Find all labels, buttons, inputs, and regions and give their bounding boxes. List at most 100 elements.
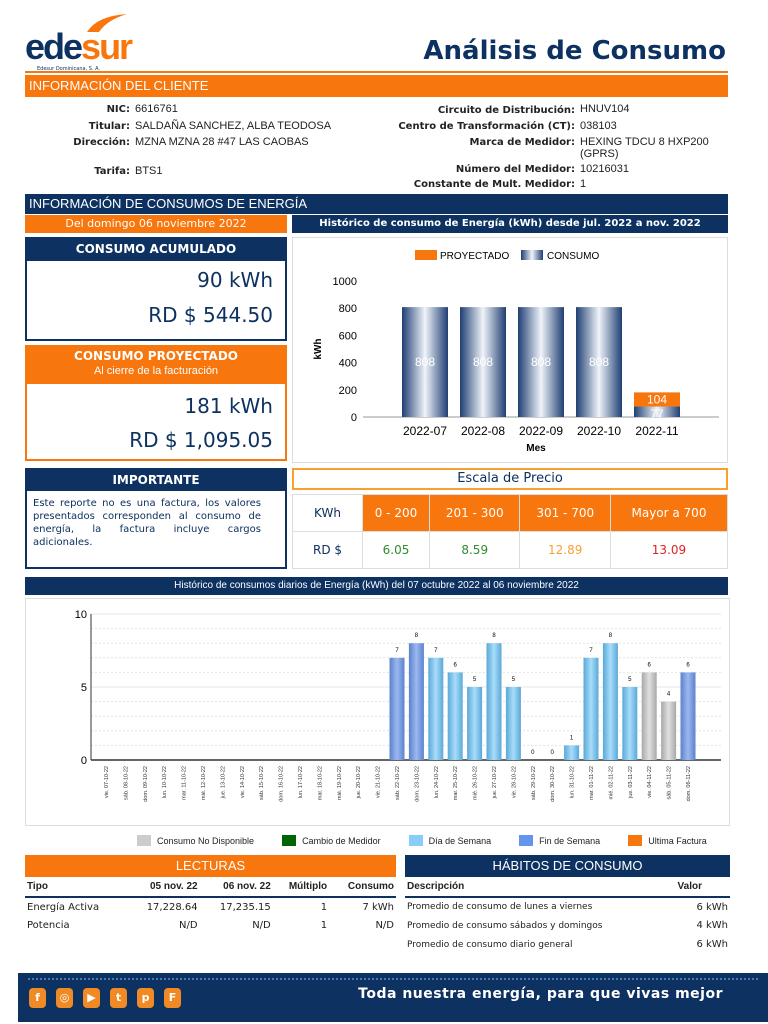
constante-label: Constante de Mult. Medidor: [413,179,575,190]
table-row: Promedio de consumo de lunes a viernes 6 … [407,901,728,913]
x-tick-label: mar. 18-10-22 [317,766,323,800]
bar-label-proyectado: 104 [647,392,667,406]
x-tick-label: mié. 19-10-22 [337,766,343,800]
x-tick-label: sáb. 22-10-22 [395,766,401,800]
y-tick-label: 400 [339,358,357,370]
price-scale-title: Escala de Precio [292,468,728,490]
x-tick-label: sáb. 15-10-22 [259,766,265,800]
x-tick-label: 2022-09 [519,424,563,438]
bar-jue. 27-10-22 [486,643,502,760]
numero-medidor-label: Número del Medidor: [455,164,575,175]
bar-value-label: 0 [531,750,535,756]
y-tick-label: 10 [75,609,87,621]
bar-value-label: 7 [434,648,438,654]
bar-value-label: 8 [492,633,496,639]
titular-label: Titular: [88,121,130,132]
habitos-table: Descripción Valor Promedio de consumo de … [405,877,730,954]
bar-label-consumo: 808 [589,355,609,369]
table-row: Energía Activa 17,228.64 17,235.15 1 7 kWh [27,901,394,913]
legend-swatch-consumo [521,250,543,260]
x-tick-label: vie. 28-10-22 [511,766,517,798]
bar-jue. 03-11-22 [622,687,638,760]
legend-swatch [137,835,151,846]
y-tick-label: 200 [339,385,357,397]
bar-sáb. 22-10-22 [389,657,405,760]
importante-title: IMPORTANTE [25,468,287,491]
direccion-label: Dirección: [73,137,130,148]
legend-label: Día de Semana [428,835,492,846]
bar-mié. 02-11-22 [602,643,618,760]
y-tick-label: 5 [81,682,87,694]
x-tick-label: mar. 11-10-22 [182,766,188,800]
tarifa-label: Tarifa: [94,166,130,177]
bar-consumo [576,307,622,417]
bar-consumo [634,406,680,417]
x-tick-label: mié. 02-11-22 [608,766,614,800]
price-scale-table: KWh 0 - 200 201 - 300 301 - 700 Mayor a 700… [292,494,729,569]
bar-mar. 25-10-22 [447,672,463,760]
x-tick-label: jue. 20-10-22 [356,766,362,799]
x-tick-label: lun. 17-10-22 [298,766,304,798]
bar-lun. 24-10-22 [428,657,444,760]
bar-value-label: 7 [589,648,593,654]
legend-item: Fin de Semana [519,835,600,846]
bar-label-consumo: 808 [415,355,435,369]
x-tick-label: vie. 04-11-22 [647,766,653,798]
monthly-chart-box: 0 200 400 600 800 1000 808 2022-07 808 2022-08 808… [292,237,728,463]
table-row: Promedio de consumo diario general 6 kWh [407,939,728,950]
legend-swatch [519,835,534,846]
x-tick-label: 2022-07 [403,424,447,438]
legend-item: Día de Semana [408,835,492,846]
x-tick-label: dom. 30-10-22 [550,766,556,802]
x-tick-label: vie. 21-10-22 [376,766,382,798]
energy-section-title: INFORMACIÓN DE CONSUMOS DE ENERGÍA [25,194,728,214]
x-tick-label: 2022-10 [577,424,621,438]
x-tick-label: mar. 25-10-22 [453,766,459,800]
twitter-icon[interactable]: t [110,988,127,1008]
x-tick-label: lun. 24-10-22 [434,766,440,798]
x-tick-label: mar. 01-11-22 [589,766,595,800]
daily-chart-box: 0 5 10 vie. 07-10-22 sáb. 08-10-22 dom. 09-10… [25,598,730,826]
bar-value-label: 1 [570,735,574,741]
x-tick-label: 2022-08 [461,424,505,438]
legend-consumo: CONSUMO [547,251,599,262]
page-title: Análisis de Consumo [423,36,726,66]
legend-item: Ultima Factura [628,835,707,846]
edesur-logo: edesur Edesur Dominicana, S. A. [25,14,133,72]
instagram-icon[interactable]: ◎ [56,988,73,1008]
y-axis-label: kWh [313,338,324,359]
x-tick-label: 2022-11 [635,424,678,438]
lecturas-title: LECTURAS [25,855,396,877]
monthly-chart-title: Histórico de consumo de Energía (kWh) de… [292,215,728,233]
table-row: Promedio de consumo sábados y domingos 4 … [407,920,728,931]
bar-consumo [518,307,564,417]
bar-value-label: 5 [473,677,477,683]
bar-value-label: 0 [551,750,555,756]
facebook-icon[interactable]: f [29,988,46,1008]
bar-vie. 04-11-22 [641,672,657,760]
bar-consumo [460,307,506,417]
legend-label: Ultima Factura [648,835,707,846]
x-tick-label: vie. 14-10-22 [240,766,246,798]
bar-value-label: 6 [686,662,690,668]
x-tick-label: vie. 07-10-22 [104,766,110,798]
y-tick-label: 0 [351,412,357,424]
bar-proyectado [634,392,680,407]
legend-item: Consumo No Disponible [137,835,254,846]
bar-value-label: 7 [395,648,399,654]
youtube-icon[interactable]: ▶ [83,988,100,1008]
daily-chart-legend: Consumo No Disponible Cambio de Medidor Dí… [137,835,707,846]
legend-swatch-proyectado [415,250,437,260]
bar-value-label: 5 [628,677,632,683]
ct-label: Centro de Transformación (CT): [398,121,575,132]
x-axis-label: Mes [526,443,546,454]
bar-consumo [402,307,448,417]
legend-label: Consumo No Disponible [157,835,255,846]
blog-icon[interactable]: F [164,988,181,1008]
bar-value-label: 6 [454,662,458,668]
consumo-proyectado-box: 181 kWh RD $ 1,095.05 [25,384,287,461]
bar-mié. 26-10-22 [467,687,483,760]
pinterest-icon[interactable]: p [137,988,154,1008]
table-row: Potencia N/D N/D 1 N/D [27,920,394,931]
